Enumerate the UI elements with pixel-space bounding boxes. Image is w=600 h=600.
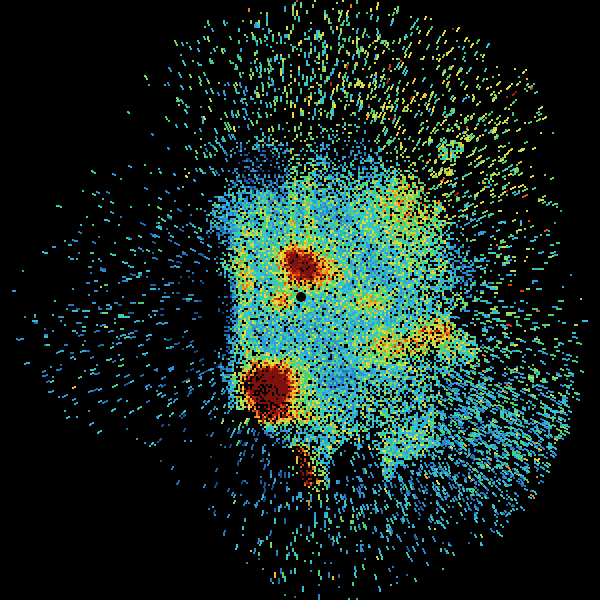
radar-ppi-image <box>0 0 600 600</box>
radar-display-stage <box>0 0 600 600</box>
